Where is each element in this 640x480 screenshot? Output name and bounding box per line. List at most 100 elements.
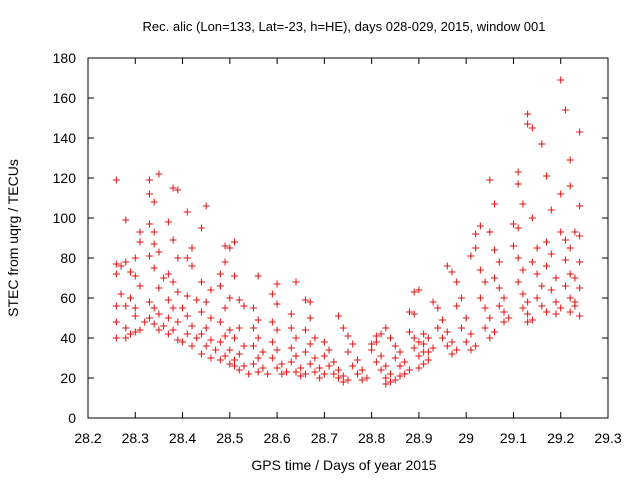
data-point: [127, 294, 135, 302]
y-axis-label: STEC from uqrg / TECUs: [5, 159, 21, 317]
data-point: [514, 168, 522, 176]
data-point: [481, 278, 489, 286]
data-point: [557, 304, 565, 312]
data-point: [387, 378, 395, 386]
data-point: [226, 346, 234, 354]
data-point: [112, 318, 120, 326]
data-point: [292, 278, 300, 286]
data-point: [368, 340, 376, 348]
data-point: [240, 362, 248, 370]
data-point: [453, 346, 461, 354]
data-point: [245, 370, 253, 378]
data-point: [533, 294, 541, 302]
data-point: [415, 352, 423, 360]
data-point: [576, 312, 584, 320]
data-point: [221, 332, 229, 340]
data-point: [434, 304, 442, 312]
data-point: [316, 374, 324, 382]
data-point: [226, 360, 234, 368]
data-point: [576, 258, 584, 266]
data-point: [122, 302, 130, 310]
data-point: [543, 172, 551, 180]
data-point: [150, 198, 158, 206]
data-point: [448, 268, 456, 276]
data-point: [259, 348, 267, 356]
data-point: [301, 296, 309, 304]
data-point: [396, 362, 404, 370]
data-point: [382, 362, 390, 370]
data-point: [183, 208, 191, 216]
data-point: [235, 296, 243, 304]
data-point: [287, 358, 295, 366]
data-point: [566, 182, 574, 190]
data-point: [462, 314, 470, 322]
data-point: [410, 288, 418, 296]
data-point: [297, 372, 305, 380]
data-point: [278, 370, 286, 378]
data-point: [571, 298, 579, 306]
data-point: [316, 364, 324, 372]
data-point: [112, 176, 120, 184]
data-point: [216, 318, 224, 326]
data-point: [415, 364, 423, 372]
data-point: [155, 248, 163, 256]
data-point: [202, 342, 210, 350]
data-point: [136, 282, 144, 290]
data-point: [155, 284, 163, 292]
data-point: [391, 342, 399, 350]
x-tick-label: 29.1: [500, 430, 527, 446]
x-tick-label: 28.2: [74, 430, 101, 446]
data-point: [131, 254, 139, 262]
data-point: [557, 76, 565, 84]
data-point: [122, 258, 130, 266]
data-point: [169, 278, 177, 286]
data-point: [202, 202, 210, 210]
data-point: [169, 184, 177, 192]
data-point: [481, 304, 489, 312]
data-point: [254, 272, 262, 280]
data-point: [164, 218, 172, 226]
data-point: [112, 270, 120, 278]
data-point: [150, 228, 158, 236]
data-point: [183, 312, 191, 320]
data-point: [259, 364, 267, 372]
data-point: [179, 338, 187, 346]
data-point: [145, 314, 153, 322]
data-point: [349, 362, 357, 370]
data-point: [202, 324, 210, 332]
x-tick-label: 28.5: [216, 430, 243, 446]
plot-frame: [87, 57, 609, 419]
y-tick-label: 0: [68, 410, 76, 426]
data-point: [387, 334, 395, 342]
data-point: [193, 334, 201, 342]
data-point: [401, 358, 409, 366]
data-point: [287, 324, 295, 332]
data-point: [353, 356, 361, 364]
data-point: [235, 324, 243, 332]
data-point: [287, 344, 295, 352]
data-point: [301, 370, 309, 378]
data-point: [476, 266, 484, 274]
data-point: [576, 232, 584, 240]
data-point: [207, 314, 215, 322]
data-point: [396, 348, 404, 356]
data-point: [543, 238, 551, 246]
data-point: [150, 320, 158, 328]
data-point: [112, 260, 120, 268]
x-axis-label: GPS time / Days of year 2015: [251, 457, 436, 473]
data-point: [372, 358, 380, 366]
data-point: [472, 244, 480, 252]
data-point: [434, 324, 442, 332]
data-point: [235, 350, 243, 358]
data-point: [221, 242, 229, 250]
data-point: [491, 200, 499, 208]
data-point: [188, 342, 196, 350]
data-point: [500, 294, 508, 302]
data-point: [566, 308, 574, 316]
data-point: [377, 330, 385, 338]
data-point: [197, 350, 205, 358]
data-point: [519, 200, 527, 208]
data-point: [335, 312, 343, 320]
